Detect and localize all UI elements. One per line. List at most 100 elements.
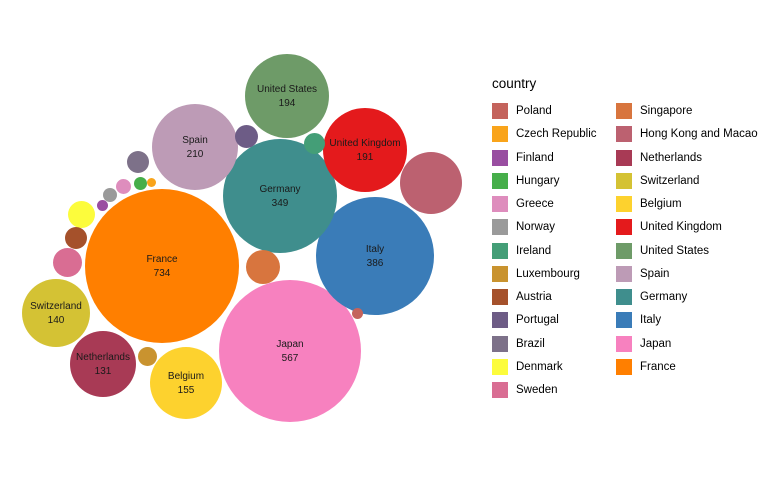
legend-swatch-norway (492, 219, 508, 236)
legend-item-spain: Spain (616, 265, 670, 282)
legend-label: Italy (640, 314, 662, 327)
legend-item-belgium: Belgium (616, 196, 682, 212)
legend-item-luxembourg: Luxembourg (492, 265, 580, 282)
bubble-label: Germany (259, 183, 301, 195)
legend-swatch-hungary (492, 172, 508, 189)
legend-swatch-netherlands (616, 149, 632, 166)
bubble-japan: Japan 567 (219, 280, 361, 422)
legend-title: country (492, 76, 537, 91)
bubble-value: 191 (356, 151, 374, 163)
legend-swatch-ireland (492, 242, 508, 259)
legend-item-poland: Poland (492, 103, 552, 119)
legend-swatch-france (616, 358, 632, 375)
legend-item-france: France (616, 358, 676, 375)
legend-swatch-japan (616, 335, 632, 352)
bubble-sweden (52, 247, 82, 277)
bubble-hungary (133, 176, 147, 190)
legend-item-japan: Japan (616, 335, 672, 352)
legend-item-brazil: Brazil (492, 335, 545, 352)
legend-item-singapore: Singapore (616, 103, 692, 119)
bubble-label: Switzerland (30, 300, 82, 312)
bubble-value: 567 (281, 352, 299, 364)
bubble-united-kingdom: United Kingdom 191 (323, 108, 407, 192)
bubble-label: United Kingdom (329, 137, 401, 149)
bubble-italy: Italy 386 (316, 197, 434, 315)
legend-label: Czech Republic (516, 128, 597, 141)
legend-swatch-sweden (492, 382, 508, 398)
legend-label: Hong Kong and Macao (640, 128, 758, 141)
bubble-value: 194 (278, 97, 296, 109)
legend-label: Luxembourg (516, 267, 580, 280)
bubble-label: Japan (276, 338, 304, 350)
legend-swatch-singapore (616, 103, 632, 119)
bubble-singapore (246, 250, 280, 284)
legend-label: Switzerland (640, 174, 700, 187)
bubble-greece (115, 178, 131, 194)
bubble-france: France 734 (85, 189, 239, 343)
bubble-germany: Germany 349 (223, 139, 337, 253)
bubble-label: Spain (182, 134, 208, 146)
legend-item-ireland: Ireland (492, 242, 552, 259)
legend-item-germany: Germany (616, 289, 687, 305)
legend-item-united-kingdom: United Kingdom (616, 219, 722, 236)
bubble-belgium: Belgium 155 (150, 347, 222, 419)
bubble-norway (103, 188, 117, 202)
legend-swatch-portugal (492, 312, 508, 329)
legend-swatch-italy (616, 312, 632, 329)
legend-swatch-czech-republic (492, 126, 508, 143)
legend-label: Japan (640, 337, 672, 350)
legend-item-greece: Greece (492, 196, 554, 212)
bubble-poland (351, 307, 363, 319)
bubble-denmark (67, 200, 95, 228)
legend-label: Denmark (516, 360, 563, 373)
legend-label: France (640, 360, 676, 373)
legend-label: United States (640, 244, 710, 257)
legend-label: Poland (516, 105, 552, 117)
legend-item-norway: Norway (492, 219, 555, 236)
legend-label: Spain (640, 267, 670, 280)
legend-label: Austria (516, 291, 552, 303)
bubble-value: 140 (47, 314, 65, 326)
legend-item-united-states: United States (616, 242, 710, 259)
legend-swatch-poland (492, 103, 508, 119)
bubble-label: United States (256, 83, 318, 95)
legend-swatch-brazil (492, 335, 508, 352)
legend-swatch-luxembourg (492, 265, 508, 282)
legend-label: Norway (516, 221, 555, 234)
bubble-luxembourg (137, 346, 157, 366)
legend-label: Hungary (516, 174, 560, 187)
legend-swatch-germany (616, 289, 632, 305)
bubble-czech-republic (146, 177, 156, 187)
bubble-value: 349 (271, 197, 289, 209)
bubble-spain: Spain 210 (152, 104, 238, 190)
legend-item-netherlands: Netherlands (616, 149, 702, 166)
legend-item-czech-republic: Czech Republic (492, 126, 597, 143)
legend-label: Finland (516, 151, 554, 164)
bubble-label: France (146, 253, 178, 265)
legend-item-hungary: Hungary (492, 172, 560, 189)
legend-item-portugal: Portugal (492, 312, 559, 329)
bubble-united-states: United States 194 (245, 54, 329, 138)
bubble-value: 210 (186, 148, 204, 160)
legend-swatch-hong-kong-and-macao (616, 126, 632, 143)
legend-label: Germany (640, 291, 688, 303)
bubble-label: Netherlands (76, 351, 130, 363)
bubble-label: Italy (365, 243, 385, 255)
legend-label: Belgium (640, 198, 682, 210)
legend-swatch-united-states (616, 242, 632, 259)
legend-swatch-finland (492, 149, 508, 166)
bubble-value: 155 (177, 384, 195, 396)
legend-swatch-united-kingdom (616, 219, 632, 236)
bubble-finland (96, 199, 108, 211)
legend-item-italy: Italy (616, 312, 662, 329)
legend-item-sweden: Sweden (492, 382, 558, 398)
legend-label: Singapore (640, 105, 693, 117)
bubble-hong-kong-and-macao (400, 152, 462, 214)
bubble-ireland (303, 132, 325, 154)
legend-label: Ireland (516, 244, 552, 257)
bubble-netherlands: Netherlands 131 (70, 331, 136, 397)
legend-swatch-spain (616, 265, 632, 282)
legend-item-austria: Austria (492, 289, 552, 305)
legend-item-finland: Finland (492, 149, 554, 166)
